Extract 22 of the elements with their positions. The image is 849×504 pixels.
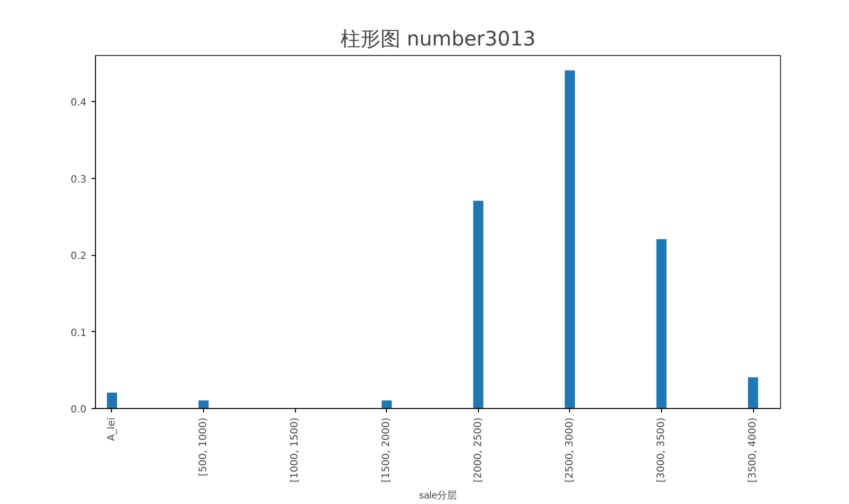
bar	[748, 377, 758, 408]
y-tick-label: 0.4	[70, 98, 87, 109]
x-tick-label: A_lei	[106, 417, 118, 442]
x-tick-label: [2000, 2500)	[472, 417, 484, 483]
bar	[106, 392, 118, 408]
chart-title: 柱形图 number3013	[340, 26, 536, 50]
y-tick-label: 0.1	[70, 328, 87, 339]
x-tick-label: [3000, 3500)	[656, 417, 667, 483]
bar	[382, 400, 392, 408]
x-tick-label: [3500, 4000)	[748, 417, 759, 483]
bar	[564, 70, 575, 408]
bar	[656, 239, 667, 408]
x-axis-title: sale分层	[418, 490, 458, 502]
x-tick-label: [1500, 2000)	[381, 417, 392, 483]
y-tick-label: 0.2	[70, 251, 87, 262]
y-tick-label: 0.3	[70, 174, 87, 186]
y-tick-label: 0.0	[70, 404, 87, 416]
bar	[198, 400, 209, 408]
bar	[473, 200, 484, 408]
x-tick-label: [1000, 1500)	[290, 417, 301, 483]
x-tick-label: [500, 1000)	[198, 417, 210, 476]
x-tick-label: [2500, 3000)	[564, 417, 576, 483]
